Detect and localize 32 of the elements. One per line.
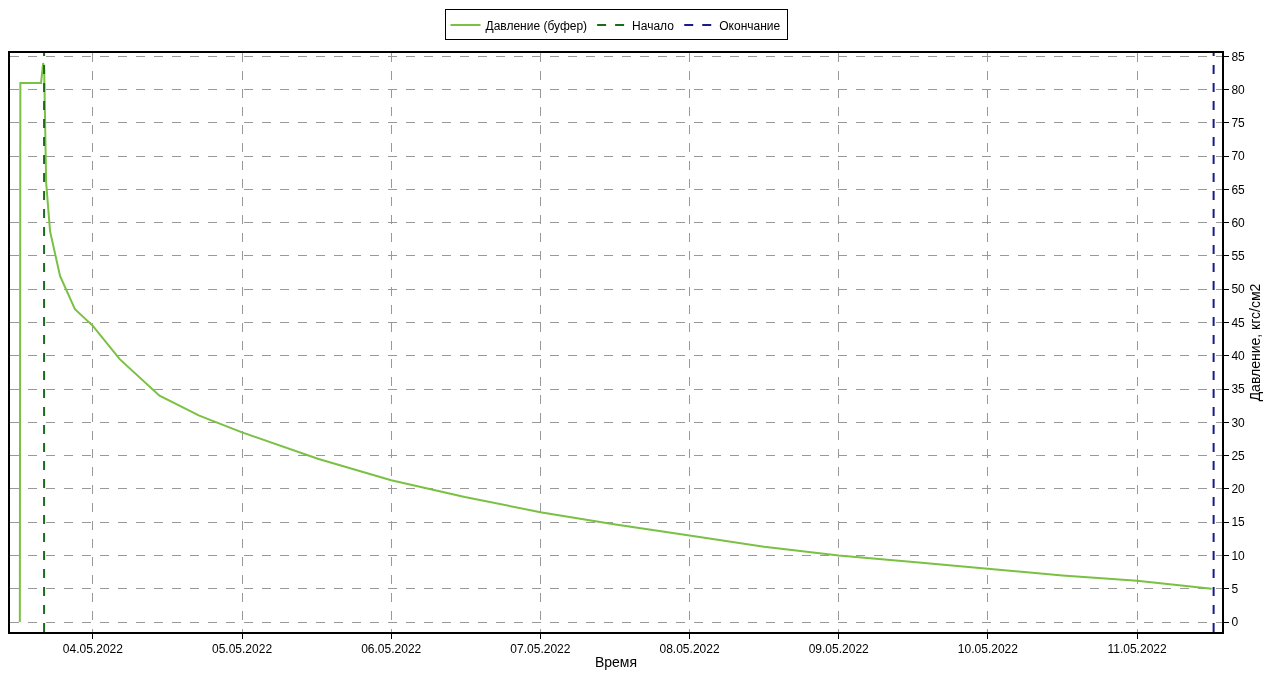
y-tick-label: 0 <box>1231 615 1239 630</box>
y-tick-label: 80 <box>1231 82 1246 97</box>
y-tick-label: 35 <box>1231 382 1246 397</box>
y-tick-label: 40 <box>1231 349 1246 364</box>
y-tick-label: 50 <box>1231 282 1246 297</box>
legend-label: Окончание <box>719 18 781 33</box>
x-tick-label: 07.05.2022 <box>510 642 571 657</box>
legend-label: Давление (буфер) <box>485 18 588 33</box>
x-tick-label: 05.05.2022 <box>212 642 273 657</box>
y-tick-label: 15 <box>1231 515 1246 530</box>
x-tick-label: 11.05.2022 <box>1107 642 1167 657</box>
y-tick-label: 65 <box>1231 182 1246 197</box>
x-tick-label: 10.05.2022 <box>957 642 1019 657</box>
x-tick-label: 08.05.2022 <box>659 642 720 657</box>
legend-label: Начало <box>632 18 675 33</box>
x-tick-label: 09.05.2022 <box>808 642 870 657</box>
y-tick-label: 10 <box>1231 548 1246 563</box>
y-tick-label: 60 <box>1231 215 1246 230</box>
x-tick-label: 04.05.2022 <box>62 642 124 657</box>
y-axis-title: Давление, кгс/см2 <box>1246 283 1263 402</box>
x-tick-label: 06.05.2022 <box>361 642 422 657</box>
y-tick-label: 20 <box>1231 482 1246 497</box>
y-tick-label: 5 <box>1231 581 1239 596</box>
line-series <box>18 61 1213 624</box>
y-tick-label: 25 <box>1231 448 1246 463</box>
x-axis-title: Время <box>594 654 638 671</box>
y-tick-label: 55 <box>1231 249 1246 264</box>
y-tick-label: 30 <box>1231 415 1246 430</box>
y-tick-label: 70 <box>1231 149 1246 164</box>
y-tick-label: 45 <box>1231 315 1246 330</box>
y-tick-label: 85 <box>1231 49 1246 64</box>
y-tick-label: 75 <box>1231 116 1246 131</box>
